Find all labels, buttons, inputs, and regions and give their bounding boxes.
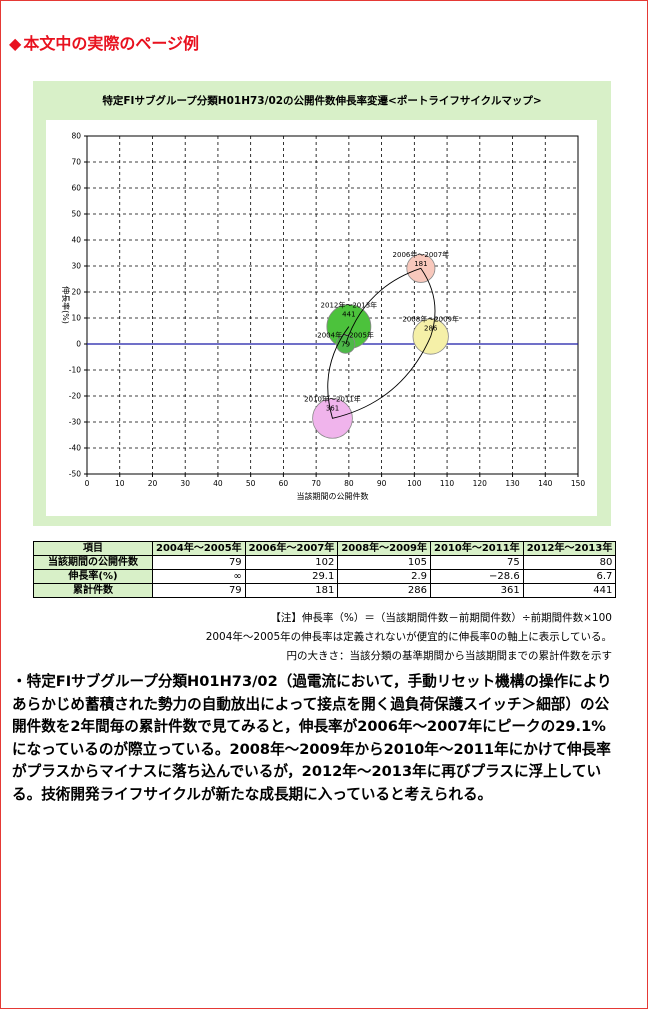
table-header-cell: 2010年～2011年 [430, 541, 524, 556]
chart-title: 特定FIサブグループ分類H01H73/02の公開件数伸長率変遷<ポートライフサイ… [102, 95, 542, 107]
x-tick-label: 60 [279, 479, 289, 488]
bubble-size-label: 286 [424, 325, 438, 333]
x-tick-label: 130 [505, 479, 520, 488]
y-tick-label: -40 [69, 444, 81, 453]
table-cell: 361 [430, 583, 524, 598]
x-axis-label: 当該期間の公開件数 [297, 491, 369, 501]
y-axis-label: 伸長率(%) [61, 286, 71, 324]
table-header-row: 項目 2004年～2005年 2006年～2007年 2008年～2009年 2… [33, 541, 617, 556]
table-header-cell: 2008年～2009年 [337, 541, 432, 556]
table-cell: 2.9 [337, 569, 432, 584]
y-tick-label: 50 [71, 210, 81, 219]
y-tick-label: 60 [71, 184, 81, 193]
note-line: 2004年～2005年の伸長率は定義されないが便宜的に伸長率0の軸上に表示してい… [205, 631, 612, 643]
section-heading: ◆ 本文中の実際のページ例 [9, 30, 199, 54]
x-tick-label: 0 [85, 479, 90, 488]
table-row-label: 累計件数 [33, 583, 153, 598]
x-tick-label: 70 [311, 479, 321, 488]
table-cell: 80 [522, 555, 617, 570]
x-tick-label: 120 [473, 479, 488, 488]
x-tick-label: 140 [538, 479, 553, 488]
x-tick-label: 90 [377, 479, 387, 488]
table-row-label: 伸長率(%) [33, 569, 153, 584]
bubble-size-label: 441 [342, 311, 355, 319]
y-tick-label: 20 [71, 288, 81, 297]
table-cell: 79 [152, 555, 246, 570]
x-tick-label: 40 [213, 479, 223, 488]
table-cell: 75 [430, 555, 524, 570]
table-cell: 286 [337, 583, 432, 598]
bubble-size-label: 181 [414, 260, 427, 268]
bubble-period-label: 2006年～2007年 [393, 250, 450, 259]
x-tick-label: 30 [180, 479, 190, 488]
x-tick-label: 110 [440, 479, 455, 488]
table-header-cell: 項目 [33, 541, 153, 556]
table-header-cell: 2006年～2007年 [244, 541, 339, 556]
table-row: 伸長率(%) ∞ 29.1 2.9 −28.6 6.7 [33, 569, 617, 584]
x-tick-label: 80 [344, 479, 354, 488]
bubble-period-label: 2012年～2013年 [321, 301, 378, 310]
chart-panel: 特定FIサブグループ分類H01H73/02の公開件数伸長率変遷<ポートライフサイ… [33, 81, 611, 526]
y-tick-label: -50 [69, 470, 81, 479]
y-tick-label: 10 [71, 314, 81, 323]
bubble-period-label: 2004年～2005年 [317, 331, 374, 340]
table-cell: 29.1 [244, 569, 339, 584]
x-tick-label: 20 [148, 479, 158, 488]
y-tick-label: 0 [76, 340, 81, 349]
table-header-cell: 2012年～2013年 [522, 541, 617, 556]
table-cell: 181 [244, 583, 339, 598]
x-tick-label: 100 [407, 479, 422, 488]
table-row-label: 当該期間の公開件数 [33, 555, 153, 570]
table-cell: ∞ [152, 569, 246, 584]
y-tick-label: 70 [71, 158, 81, 167]
y-tick-label: -30 [69, 418, 81, 427]
trajectory-line [327, 267, 436, 419]
body-paragraph: ・特定FIサブグループ分類H01H73/02（過電流において，手動リセット機構の… [12, 673, 612, 803]
table-row: 累計件数 79 181 286 361 441 [33, 583, 617, 598]
x-tick-label: 150 [571, 479, 586, 488]
bubble-size-label: 79 [341, 341, 350, 349]
chart-notes: 【注】伸長率（%）＝（当該期間件数－前期間件数）÷前期間件数×100 2004年… [206, 609, 612, 666]
table-cell: −28.6 [430, 569, 524, 584]
y-tick-label: 80 [71, 132, 81, 141]
note-line: 【注】伸長率（%）＝（当該期間件数－前期間件数）÷前期間件数×100 [270, 612, 612, 624]
data-table: 項目 2004年～2005年 2006年～2007年 2008年～2009年 2… [33, 541, 617, 598]
y-tick-label: 40 [71, 236, 81, 245]
table-header-cell: 2004年～2005年 [152, 541, 246, 556]
plot-border [86, 135, 579, 475]
x-tick-label: 50 [246, 479, 256, 488]
table-row: 当該期間の公開件数 79 102 105 75 80 [33, 555, 617, 570]
table-cell: 441 [522, 583, 617, 598]
bubble-size-label: 361 [326, 404, 339, 412]
section-heading-text: 本文中の実際のページ例 [23, 34, 199, 53]
table-cell: 79 [152, 583, 246, 598]
note-line: 円の大きさ：当該分類の基準期間から当該期間までの累計件数を示す [286, 650, 613, 662]
x-tick-label: 10 [115, 479, 125, 488]
y-tick-label: -10 [69, 366, 81, 375]
y-tick-label: -20 [69, 392, 81, 401]
bubble-period-label: 2008年～2009年 [402, 315, 459, 324]
diamond-icon: ◆ [9, 34, 22, 53]
bubble-period-label: 2010年～2011年 [304, 394, 361, 403]
table-cell: 102 [244, 555, 339, 570]
table-cell: 6.7 [522, 569, 617, 584]
table-cell: 105 [337, 555, 432, 570]
y-tick-label: 30 [71, 262, 81, 271]
